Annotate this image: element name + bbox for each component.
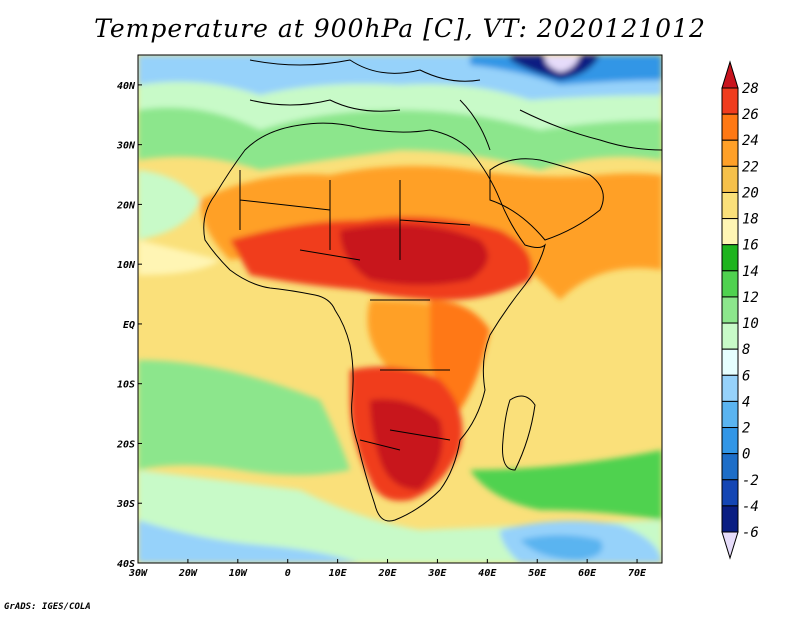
- colorbar-segment: [721, 165, 739, 193]
- colorbar-label: -2: [742, 473, 759, 489]
- colorbar-max-triangle: [721, 60, 739, 89]
- y-tick-label: 20N: [116, 200, 136, 211]
- colorbar-segment: [721, 400, 739, 429]
- x-tick-label: 30W: [128, 568, 148, 579]
- x-tick-label: 30E: [427, 568, 447, 579]
- y-tick-label: 30S: [116, 499, 135, 510]
- x-axis-ticks: 30W 20W 10W 0 10E 20E 30E 40E 50E 60E 70E: [128, 559, 647, 579]
- x-tick-label: 10E: [329, 568, 348, 579]
- colorbar-segment: [721, 348, 739, 376]
- colorbar-segment: [721, 505, 739, 533]
- colorbar-label: 16: [742, 238, 759, 254]
- y-tick-label: EQ: [123, 320, 135, 331]
- colorbar-label: 4: [742, 394, 750, 410]
- colorbar-segment: [721, 244, 739, 272]
- footer-credit: GrADS: IGES/COLA: [4, 602, 91, 612]
- y-tick-label: 40S: [117, 559, 135, 570]
- chart-title: Temperature at 900hPa [C], VT: 202012101…: [94, 14, 706, 43]
- y-tick-label: 10S: [117, 380, 135, 391]
- colorbar-label: -6: [742, 525, 759, 541]
- colorbar-label: 18: [742, 212, 759, 228]
- temperature-field: [138, 55, 662, 563]
- colorbar-segment: [721, 191, 739, 220]
- x-tick-label: 70E: [628, 568, 647, 579]
- coastlines: [203, 59, 662, 522]
- colorbar-label: 10: [742, 316, 759, 332]
- x-tick-label: 40E: [478, 568, 497, 579]
- colorbar-segment: [721, 322, 739, 350]
- colorbar-label: 0: [742, 447, 750, 463]
- x-tick-label: 20W: [178, 568, 198, 579]
- x-tick-label: 0: [285, 568, 291, 579]
- colorbar-segment: [721, 270, 739, 298]
- colorbar-segment: [721, 87, 739, 115]
- colorbar-label: 12: [742, 290, 759, 306]
- y-tick-label: 30N: [116, 141, 136, 152]
- colorbar-label: 26: [742, 107, 759, 123]
- map-frame: [137, 54, 663, 564]
- colorbar-segment: [721, 113, 739, 141]
- x-tick-label: 20E: [377, 568, 397, 579]
- y-axis-ticks: 40S 30S 20S 10S EQ 10N 20N 30N 40N: [116, 81, 142, 570]
- colorbar-label: 2: [742, 421, 750, 437]
- colorbar-label: -4: [742, 499, 759, 515]
- x-tick-label: 10W: [229, 568, 248, 579]
- y-tick-label: 20S: [116, 439, 135, 450]
- colorbar-segment: [721, 296, 739, 324]
- colorbar-label: 22: [742, 159, 759, 175]
- colorbar-segment: [721, 453, 739, 481]
- colorbar-segment: [721, 374, 739, 402]
- colorbar-segment: [721, 139, 739, 167]
- y-tick-label: 40N: [117, 81, 136, 92]
- colorbar-segment: [721, 479, 739, 507]
- colorbar-segment: [721, 427, 739, 455]
- colorbar-label: 8: [742, 342, 750, 358]
- x-tick-label: 60E: [578, 568, 597, 579]
- colorbar-min-triangle: [721, 531, 739, 560]
- colorbar-label: 20: [742, 185, 759, 201]
- y-tick-label: 10N: [117, 260, 136, 271]
- colorbar-label: 24: [742, 133, 759, 149]
- colorbar-segment: [721, 218, 739, 246]
- colorbar-label: 6: [742, 368, 750, 384]
- colorbar-label: 28: [742, 81, 759, 97]
- x-tick-label: 50E: [528, 568, 547, 579]
- colorbar-label: 14: [742, 264, 759, 280]
